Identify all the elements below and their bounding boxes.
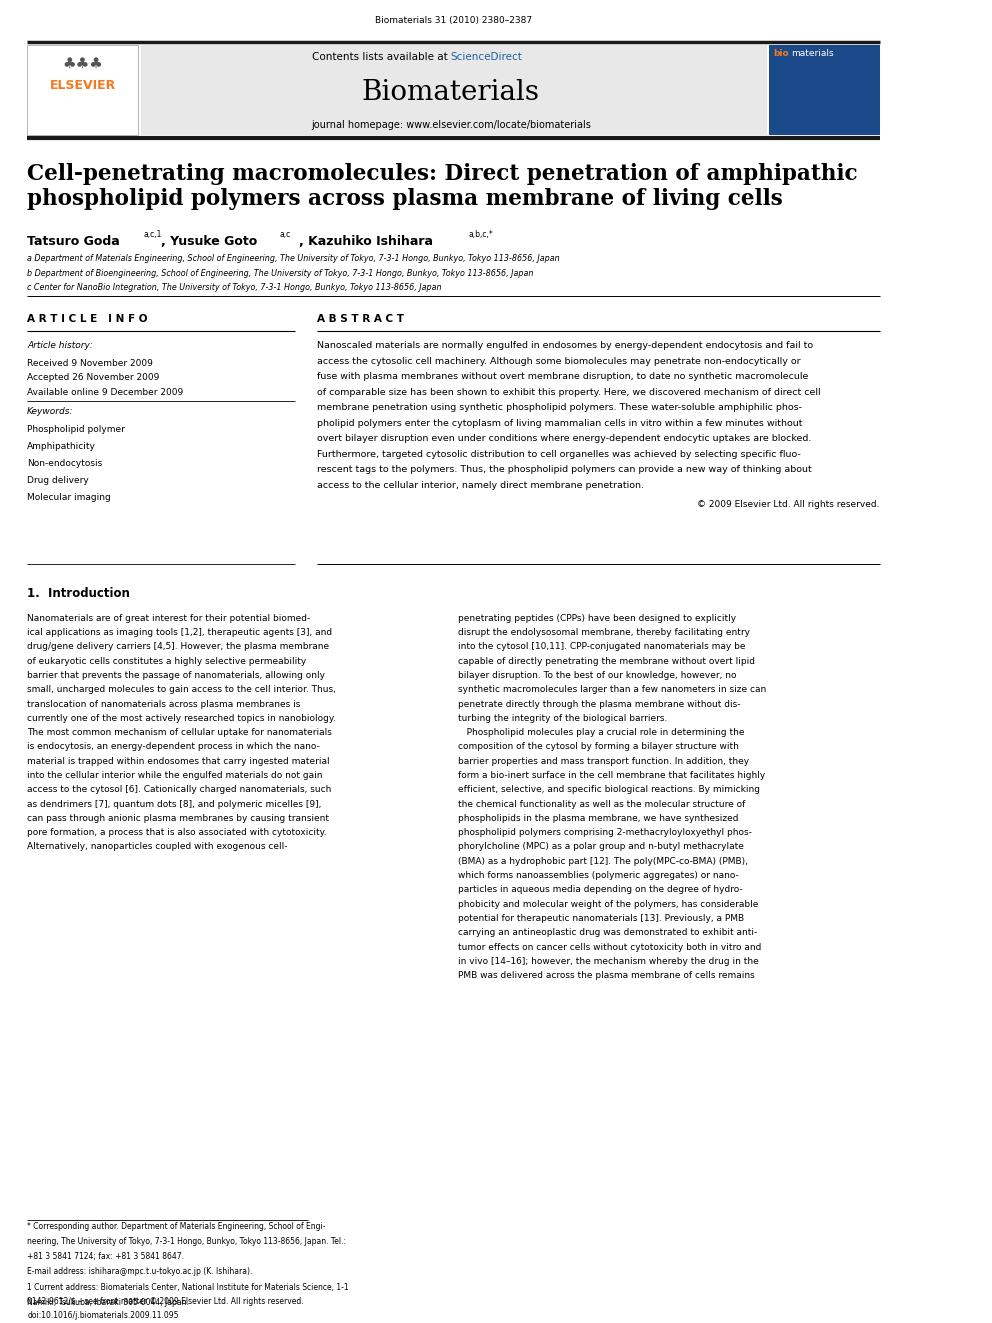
Text: phorylcholine (MPC) as a polar group and n-butyl methacrylate: phorylcholine (MPC) as a polar group and… bbox=[458, 843, 744, 852]
Text: Nanoscaled materials are normally engulfed in endosomes by energy-dependent endo: Nanoscaled materials are normally engulf… bbox=[317, 341, 813, 351]
Text: Namiki, Tsukuba, Ibaraki 305-0044, Japan.: Namiki, Tsukuba, Ibaraki 305-0044, Japan… bbox=[27, 1298, 189, 1307]
FancyBboxPatch shape bbox=[141, 45, 767, 135]
Text: penetrating peptides (CPPs) have been designed to explicitly: penetrating peptides (CPPs) have been de… bbox=[458, 614, 736, 623]
Text: Drug delivery: Drug delivery bbox=[27, 476, 89, 486]
Text: PMB was delivered across the plasma membrane of cells remains: PMB was delivered across the plasma memb… bbox=[458, 971, 755, 980]
Text: Biomaterials: Biomaterials bbox=[362, 79, 540, 106]
Text: Received 9 November 2009: Received 9 November 2009 bbox=[27, 359, 153, 368]
Text: barrier properties and mass transport function. In addition, they: barrier properties and mass transport fu… bbox=[458, 757, 749, 766]
Text: of comparable size has been shown to exhibit this property. Here, we discovered : of comparable size has been shown to exh… bbox=[317, 388, 821, 397]
Text: which forms nanoassemblies (polymeric aggregates) or nano-: which forms nanoassemblies (polymeric ag… bbox=[458, 871, 739, 880]
Text: Phospholipid polymer: Phospholipid polymer bbox=[27, 425, 125, 434]
Text: doi:10.1016/j.biomaterials.2009.11.095: doi:10.1016/j.biomaterials.2009.11.095 bbox=[27, 1311, 179, 1320]
Text: Cell-penetrating macromolecules: Direct penetration of amphipathic
phospholipid : Cell-penetrating macromolecules: Direct … bbox=[27, 163, 858, 210]
Text: c Center for NanoBio Integration, The University of Tokyo, 7-3-1 Hongo, Bunkyo, : c Center for NanoBio Integration, The Un… bbox=[27, 283, 441, 292]
Text: fuse with plasma membranes without overt membrane disruption, to date no synthet: fuse with plasma membranes without overt… bbox=[317, 372, 808, 381]
Text: Molecular imaging: Molecular imaging bbox=[27, 493, 111, 503]
Text: into the cytosol [10,11]. CPP-conjugated nanomaterials may be: into the cytosol [10,11]. CPP-conjugated… bbox=[458, 643, 746, 651]
Text: in vivo [14–16]; however, the mechanism whereby the drug in the: in vivo [14–16]; however, the mechanism … bbox=[458, 957, 759, 966]
Text: © 2009 Elsevier Ltd. All rights reserved.: © 2009 Elsevier Ltd. All rights reserved… bbox=[697, 500, 880, 509]
Text: translocation of nanomaterials across plasma membranes is: translocation of nanomaterials across pl… bbox=[27, 700, 301, 709]
Text: particles in aqueous media depending on the degree of hydro-: particles in aqueous media depending on … bbox=[458, 885, 743, 894]
Text: ScienceDirect: ScienceDirect bbox=[450, 52, 523, 62]
Text: material is trapped within endosomes that carry ingested material: material is trapped within endosomes tha… bbox=[27, 757, 329, 766]
Text: journal homepage: www.elsevier.com/locate/biomaterials: journal homepage: www.elsevier.com/locat… bbox=[310, 120, 591, 131]
Text: Furthermore, targeted cytosolic distribution to cell organelles was achieved by : Furthermore, targeted cytosolic distribu… bbox=[317, 450, 802, 459]
Text: drug/gene delivery carriers [4,5]. However, the plasma membrane: drug/gene delivery carriers [4,5]. Howev… bbox=[27, 643, 329, 651]
Text: form a bio-inert surface in the cell membrane that facilitates highly: form a bio-inert surface in the cell mem… bbox=[458, 771, 766, 781]
Text: can pass through anionic plasma membranes by causing transient: can pass through anionic plasma membrane… bbox=[27, 814, 329, 823]
Text: access the cytosolic cell machinery. Although some biomolecules may penetrate no: access the cytosolic cell machinery. Alt… bbox=[317, 357, 802, 366]
Text: turbing the integrity of the biological barriers.: turbing the integrity of the biological … bbox=[458, 714, 668, 722]
Text: rescent tags to the polymers. Thus, the phospholipid polymers can provide a new : rescent tags to the polymers. Thus, the … bbox=[317, 466, 812, 474]
Text: a,c,1: a,c,1 bbox=[143, 230, 162, 239]
FancyBboxPatch shape bbox=[27, 45, 138, 135]
Text: overt bilayer disruption even under conditions where energy-dependent endocytic : overt bilayer disruption even under cond… bbox=[317, 434, 811, 443]
Text: access to the cellular interior, namely direct membrane penetration.: access to the cellular interior, namely … bbox=[317, 480, 645, 490]
Text: ♣♣♣: ♣♣♣ bbox=[62, 56, 103, 70]
Text: Available online 9 December 2009: Available online 9 December 2009 bbox=[27, 388, 184, 397]
Text: The most common mechanism of cellular uptake for nanomaterials: The most common mechanism of cellular up… bbox=[27, 728, 332, 737]
Text: bilayer disruption. To the best of our knowledge, however, no: bilayer disruption. To the best of our k… bbox=[458, 671, 737, 680]
Text: ELSEVIER: ELSEVIER bbox=[50, 79, 116, 93]
Text: efficient, selective, and specific biological reactions. By mimicking: efficient, selective, and specific biolo… bbox=[458, 786, 760, 794]
Text: Non-endocytosis: Non-endocytosis bbox=[27, 459, 102, 468]
Text: Phospholipid molecules play a crucial role in determining the: Phospholipid molecules play a crucial ro… bbox=[458, 728, 745, 737]
Text: phospholipids in the plasma membrane, we have synthesized: phospholipids in the plasma membrane, we… bbox=[458, 814, 739, 823]
Text: , Yusuke Goto: , Yusuke Goto bbox=[162, 235, 258, 249]
Text: E-mail address: ishihara@mpc.t.u-tokyo.ac.jp (K. Ishihara).: E-mail address: ishihara@mpc.t.u-tokyo.a… bbox=[27, 1267, 253, 1277]
Text: , Kazuhiko Ishihara: , Kazuhiko Ishihara bbox=[300, 235, 434, 249]
Text: Alternatively, nanoparticles coupled with exogenous cell-: Alternatively, nanoparticles coupled wit… bbox=[27, 843, 288, 852]
Text: Nanomaterials are of great interest for their potential biomed-: Nanomaterials are of great interest for … bbox=[27, 614, 310, 623]
Text: access to the cytosol [6]. Cationically charged nanomaterials, such: access to the cytosol [6]. Cationically … bbox=[27, 786, 331, 794]
Text: b Department of Bioengineering, School of Engineering, The University of Tokyo, : b Department of Bioengineering, School o… bbox=[27, 269, 534, 278]
Text: into the cellular interior while the engulfed materials do not gain: into the cellular interior while the eng… bbox=[27, 771, 322, 781]
Text: as dendrimers [7], quantum dots [8], and polymeric micelles [9],: as dendrimers [7], quantum dots [8], and… bbox=[27, 799, 321, 808]
Text: phospholipid polymers comprising 2-methacryloyloxyethyl phos-: phospholipid polymers comprising 2-metha… bbox=[458, 828, 752, 837]
Text: bio: bio bbox=[773, 49, 789, 58]
Text: Biomaterials 31 (2010) 2380–2387: Biomaterials 31 (2010) 2380–2387 bbox=[375, 16, 532, 25]
Text: of eukaryotic cells constitutes a highly selective permeability: of eukaryotic cells constitutes a highly… bbox=[27, 656, 307, 665]
Text: 0142-9612/$ – see front matter © 2009 Elsevier Ltd. All rights reserved.: 0142-9612/$ – see front matter © 2009 El… bbox=[27, 1297, 304, 1306]
Text: (BMA) as a hydrophobic part [12]. The poly(MPC-co-BMA) (PMB),: (BMA) as a hydrophobic part [12]. The po… bbox=[458, 857, 748, 865]
Text: pholipid polymers enter the cytoplasm of living mammalian cells in vitro within : pholipid polymers enter the cytoplasm of… bbox=[317, 418, 803, 427]
FancyBboxPatch shape bbox=[769, 45, 880, 135]
Text: phobicity and molecular weight of the polymers, has considerable: phobicity and molecular weight of the po… bbox=[458, 900, 759, 909]
Text: a,b,c,*: a,b,c,* bbox=[468, 230, 493, 239]
Text: 1.  Introduction: 1. Introduction bbox=[27, 587, 130, 601]
Text: is endocytosis, an energy-dependent process in which the nano-: is endocytosis, an energy-dependent proc… bbox=[27, 742, 320, 751]
Text: ical applications as imaging tools [1,2], therapeutic agents [3], and: ical applications as imaging tools [1,2]… bbox=[27, 628, 332, 638]
Text: a,c: a,c bbox=[280, 230, 291, 239]
Text: composition of the cytosol by forming a bilayer structure with: composition of the cytosol by forming a … bbox=[458, 742, 739, 751]
Text: carrying an antineoplastic drug was demonstrated to exhibit anti-: carrying an antineoplastic drug was demo… bbox=[458, 929, 757, 937]
Text: membrane penetration using synthetic phospholipid polymers. These water-soluble : membrane penetration using synthetic pho… bbox=[317, 404, 803, 413]
Text: synthetic macromolecules larger than a few nanometers in size can: synthetic macromolecules larger than a f… bbox=[458, 685, 767, 695]
Text: 1 Current address: Biomaterials Center, National Institute for Materials Science: 1 Current address: Biomaterials Center, … bbox=[27, 1283, 349, 1293]
Text: currently one of the most actively researched topics in nanobiology.: currently one of the most actively resea… bbox=[27, 714, 336, 722]
Text: disrupt the endolysosomal membrane, thereby facilitating entry: disrupt the endolysosomal membrane, ther… bbox=[458, 628, 750, 638]
Text: neering, The University of Tokyo, 7-3-1 Hongo, Bunkyo, Tokyo 113-8656, Japan. Te: neering, The University of Tokyo, 7-3-1 … bbox=[27, 1237, 346, 1246]
Text: Amphipathicity: Amphipathicity bbox=[27, 442, 96, 451]
Text: * Corresponding author. Department of Materials Engineering, School of Engi-: * Corresponding author. Department of Ma… bbox=[27, 1222, 325, 1232]
Text: tumor effects on cancer cells without cytotoxicity both in vitro and: tumor effects on cancer cells without cy… bbox=[458, 942, 762, 951]
Text: small, uncharged molecules to gain access to the cell interior. Thus,: small, uncharged molecules to gain acces… bbox=[27, 685, 336, 695]
Text: Accepted 26 November 2009: Accepted 26 November 2009 bbox=[27, 373, 160, 382]
Text: Contents lists available at: Contents lists available at bbox=[311, 52, 450, 62]
Text: capable of directly penetrating the membrane without overt lipid: capable of directly penetrating the memb… bbox=[458, 656, 755, 665]
Text: A B S T R A C T: A B S T R A C T bbox=[317, 314, 405, 324]
Text: penetrate directly through the plasma membrane without dis-: penetrate directly through the plasma me… bbox=[458, 700, 741, 709]
Text: pore formation, a process that is also associated with cytotoxicity.: pore formation, a process that is also a… bbox=[27, 828, 326, 837]
Text: barrier that prevents the passage of nanomaterials, allowing only: barrier that prevents the passage of nan… bbox=[27, 671, 325, 680]
Text: potential for therapeutic nanomaterials [13]. Previously, a PMB: potential for therapeutic nanomaterials … bbox=[458, 914, 744, 923]
Text: materials: materials bbox=[791, 49, 833, 58]
Text: Tatsuro Goda: Tatsuro Goda bbox=[27, 235, 120, 249]
Text: Article history:: Article history: bbox=[27, 341, 93, 351]
Text: the chemical functionality as well as the molecular structure of: the chemical functionality as well as th… bbox=[458, 799, 745, 808]
Text: +81 3 5841 7124; fax: +81 3 5841 8647.: +81 3 5841 7124; fax: +81 3 5841 8647. bbox=[27, 1252, 185, 1261]
Text: A R T I C L E   I N F O: A R T I C L E I N F O bbox=[27, 314, 148, 324]
Text: a Department of Materials Engineering, School of Engineering, The University of : a Department of Materials Engineering, S… bbox=[27, 254, 559, 263]
Text: Keywords:: Keywords: bbox=[27, 407, 73, 417]
